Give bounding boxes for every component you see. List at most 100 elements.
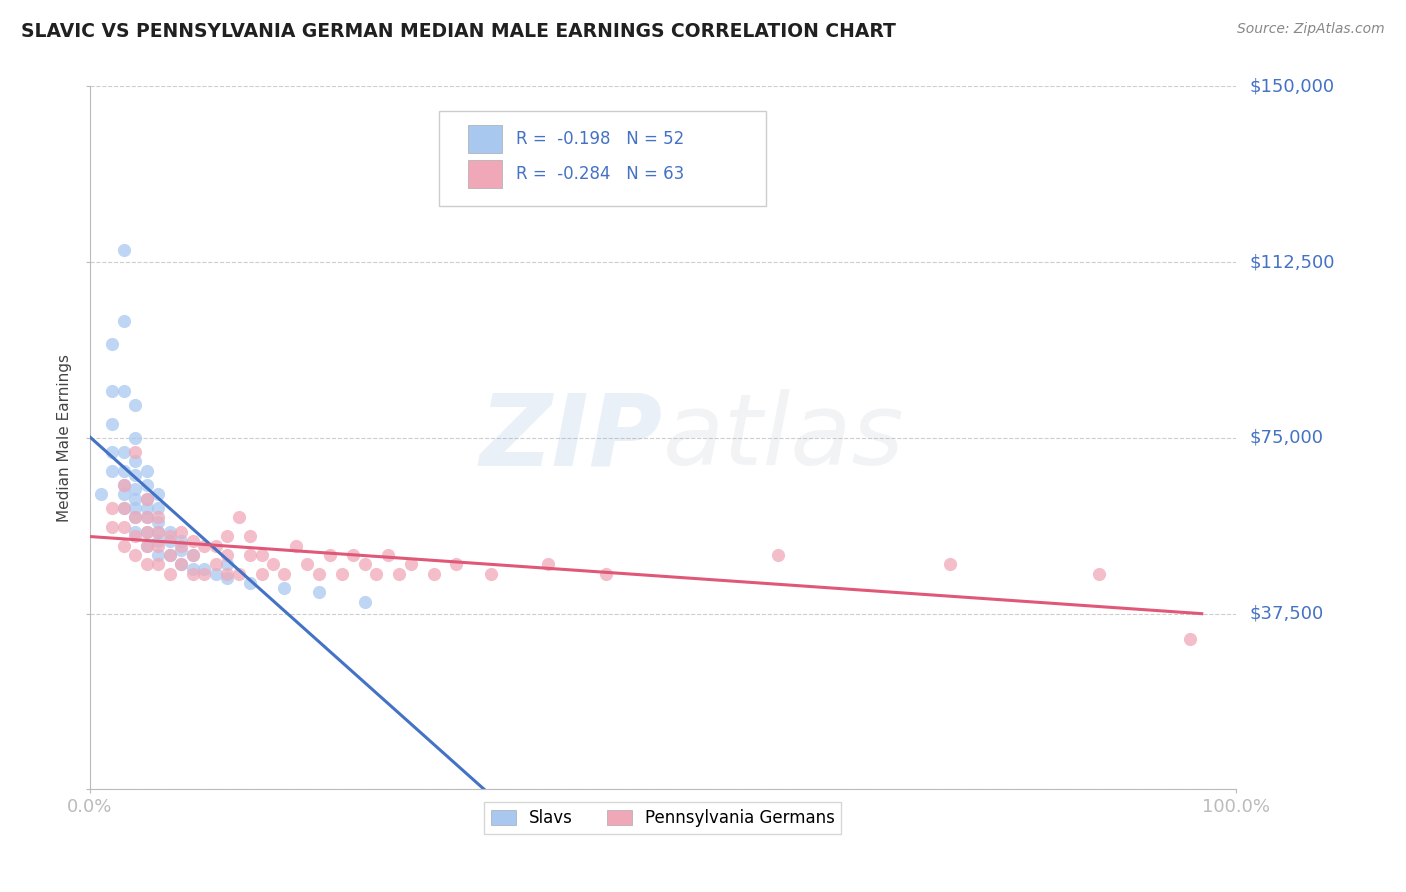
Point: [239, 529, 262, 543]
Point: [112, 501, 135, 516]
Text: atlas: atlas: [662, 389, 904, 486]
Point: [112, 477, 135, 491]
Point: [766, 548, 789, 562]
Point: [181, 533, 204, 548]
Text: SLAVIC VS PENNSYLVANIA GERMAN MEDIAN MALE EARNINGS CORRELATION CHART: SLAVIC VS PENNSYLVANIA GERMAN MEDIAN MAL…: [21, 22, 896, 41]
Point: [124, 510, 146, 524]
Point: [537, 558, 560, 572]
Point: [124, 491, 146, 506]
Point: [388, 566, 411, 581]
Point: [217, 566, 239, 581]
Point: [101, 417, 124, 431]
Point: [595, 566, 617, 581]
Point: [193, 539, 215, 553]
Point: [308, 566, 330, 581]
Point: [170, 533, 193, 548]
Point: [181, 548, 204, 562]
Point: [101, 464, 124, 478]
Point: [1087, 566, 1109, 581]
Point: [217, 558, 239, 572]
Point: [112, 464, 135, 478]
Point: [170, 524, 193, 539]
Text: $75,000: $75,000: [1250, 429, 1324, 447]
Point: [135, 491, 157, 506]
Point: [204, 566, 226, 581]
Point: [135, 510, 157, 524]
Point: [228, 510, 250, 524]
Point: [135, 524, 157, 539]
Point: [148, 524, 170, 539]
Point: [112, 520, 135, 534]
FancyBboxPatch shape: [468, 125, 502, 153]
Point: [112, 445, 135, 459]
Point: [90, 487, 112, 501]
Point: [112, 487, 135, 501]
Point: [112, 501, 135, 516]
Point: [366, 566, 388, 581]
Point: [193, 562, 215, 576]
Point: [148, 533, 170, 548]
Point: [1180, 632, 1202, 647]
Point: [101, 337, 124, 351]
Point: [446, 558, 468, 572]
Point: [101, 501, 124, 516]
Point: [159, 566, 181, 581]
Point: [399, 558, 422, 572]
Point: [124, 548, 146, 562]
Point: [217, 571, 239, 585]
Point: [181, 562, 204, 576]
Point: [353, 558, 375, 572]
Point: [239, 548, 262, 562]
Point: [124, 501, 146, 516]
Point: [148, 539, 170, 553]
Point: [297, 558, 319, 572]
Point: [159, 529, 181, 543]
Point: [112, 314, 135, 328]
Text: Source: ZipAtlas.com: Source: ZipAtlas.com: [1237, 22, 1385, 37]
Point: [193, 566, 215, 581]
Text: R =  -0.284   N = 63: R = -0.284 N = 63: [516, 165, 685, 183]
Point: [112, 477, 135, 491]
Point: [148, 501, 170, 516]
Point: [330, 566, 353, 581]
Point: [135, 491, 157, 506]
Point: [170, 558, 193, 572]
Text: $37,500: $37,500: [1250, 605, 1324, 623]
Point: [377, 548, 399, 562]
Point: [124, 431, 146, 445]
FancyBboxPatch shape: [439, 111, 766, 206]
Point: [217, 529, 239, 543]
Point: [159, 524, 181, 539]
Point: [124, 510, 146, 524]
Point: [101, 445, 124, 459]
Text: ZIP: ZIP: [479, 389, 662, 486]
Point: [148, 510, 170, 524]
Point: [124, 445, 146, 459]
Point: [135, 464, 157, 478]
Text: R =  -0.198   N = 52: R = -0.198 N = 52: [516, 130, 685, 148]
Point: [170, 558, 193, 572]
Point: [170, 543, 193, 558]
Point: [148, 515, 170, 529]
Point: [250, 566, 273, 581]
Point: [135, 501, 157, 516]
Point: [319, 548, 342, 562]
Point: [479, 566, 502, 581]
Point: [112, 244, 135, 258]
Point: [101, 384, 124, 398]
Point: [353, 595, 375, 609]
FancyBboxPatch shape: [468, 161, 502, 188]
Point: [135, 558, 157, 572]
Y-axis label: Median Male Earnings: Median Male Earnings: [58, 354, 72, 522]
Point: [422, 566, 444, 581]
Point: [159, 548, 181, 562]
Point: [342, 548, 364, 562]
Point: [159, 548, 181, 562]
Point: [250, 548, 273, 562]
Point: [124, 483, 146, 497]
Point: [124, 398, 146, 412]
Point: [135, 539, 157, 553]
Point: [124, 524, 146, 539]
Point: [181, 566, 204, 581]
Point: [124, 529, 146, 543]
